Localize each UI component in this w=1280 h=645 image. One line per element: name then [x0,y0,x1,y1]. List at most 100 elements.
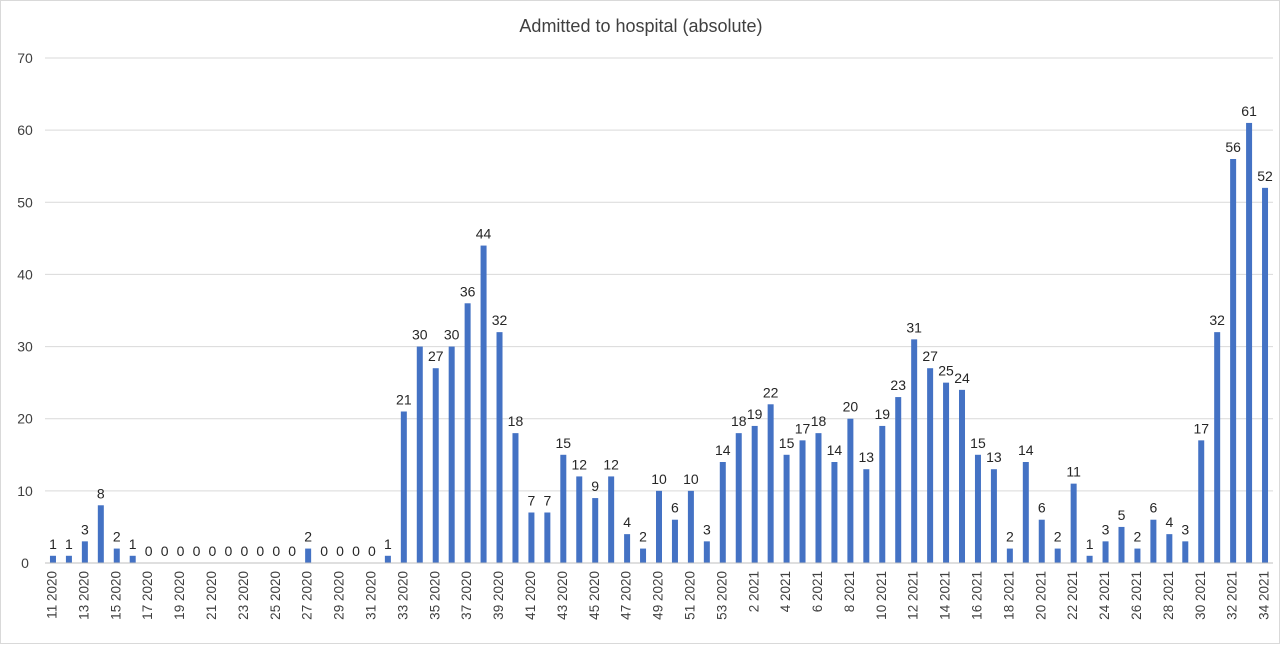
bar [1022,462,1029,563]
data-label: 56 [1225,139,1241,155]
data-label: 0 [352,543,360,559]
bar [81,541,88,563]
bar [496,332,503,563]
x-tick-label: 45 2020 [587,571,602,620]
data-label: 44 [476,226,492,242]
x-tick-label: 37 2020 [459,571,474,620]
data-label: 27 [428,348,444,364]
bars [49,122,1269,564]
bar [512,433,519,563]
bar [1166,534,1173,563]
bar [783,454,790,563]
bar [608,476,615,563]
bar [879,425,886,563]
bar [719,462,726,563]
y-tick-label: 30 [17,339,33,355]
x-tick-label: 11 2020 [45,571,60,619]
data-label: 61 [1241,103,1257,119]
y-tick-label: 70 [17,50,33,66]
data-label: 17 [1193,420,1209,436]
data-label: 0 [320,543,328,559]
y-tick-label: 20 [17,411,33,427]
bar [65,555,72,563]
data-label: 30 [412,327,428,343]
data-label: 14 [827,442,843,458]
data-label: 0 [240,543,248,559]
data-label: 5 [1118,507,1126,523]
bar [576,476,583,563]
data-label: 2 [304,529,312,545]
data-label: 7 [543,493,551,509]
x-tick-label: 15 2020 [108,571,123,620]
bar [656,490,662,563]
bar [990,469,997,563]
data-label: 4 [1165,514,1173,530]
x-tick-label: 47 2020 [619,571,634,620]
bar [671,519,678,563]
bar [1198,440,1205,563]
data-label: 24 [954,370,970,386]
data-label: 30 [444,327,460,343]
data-label: 1 [129,536,137,552]
x-tick-label: 22 2021 [1065,571,1080,620]
data-label: 22 [763,384,779,400]
data-label: 27 [922,348,938,364]
data-label: 0 [256,543,264,559]
data-label: 3 [1181,521,1189,537]
data-label: 20 [843,399,859,415]
data-label: 11 [1066,464,1081,480]
data-label: 21 [396,392,412,408]
data-label: 1 [65,536,73,552]
bar [1134,548,1141,563]
bar [480,245,487,563]
x-tick-label: 27 2020 [300,571,315,620]
bar [1246,122,1253,564]
data-label: 32 [1209,312,1225,328]
bar [305,548,312,563]
bar [640,548,647,563]
x-tick-label: 28 2021 [1161,571,1176,620]
x-tick-label: 13 2020 [76,571,91,620]
data-label: 23 [890,377,906,393]
x-tick-label: 26 2021 [1129,571,1144,620]
data-label: 15 [970,435,986,451]
x-tick-label: 34 2021 [1257,571,1272,620]
x-tick-label: 4 2021 [778,571,793,612]
bar [560,454,567,563]
bar [1230,159,1237,563]
chart-title: Admitted to hospital (absolute) [519,16,762,36]
data-label: 0 [272,543,280,559]
data-label: 6 [1149,500,1157,516]
x-tick-label: 2 2021 [746,571,761,612]
bar [416,346,423,563]
data-label: 1 [1086,536,1094,552]
data-label: 10 [683,471,699,487]
data-label: 0 [336,543,344,559]
bar [1214,332,1221,563]
x-tick-label: 33 2020 [395,571,410,620]
bar [687,490,694,563]
bar [1086,555,1093,563]
bar [528,512,535,563]
bar [895,397,902,563]
data-label: 0 [161,543,169,559]
x-tick-label: 20 2021 [1033,571,1048,620]
data-label: 1 [384,536,392,552]
bar [863,469,870,563]
bar [943,382,950,563]
bar [624,534,631,563]
x-tick-label: 19 2020 [172,571,187,620]
data-label: 2 [639,529,647,545]
bar [799,440,806,563]
y-tick-label: 50 [17,194,33,210]
x-tick-label: 49 2020 [651,571,666,620]
x-tick-label: 14 2021 [938,571,953,620]
data-label: 52 [1257,168,1273,184]
bar [751,425,758,563]
data-label: 14 [1018,442,1034,458]
x-tick-label: 51 2020 [682,571,697,620]
x-tick-label: 17 2020 [140,571,155,620]
data-label: 36 [460,283,476,299]
